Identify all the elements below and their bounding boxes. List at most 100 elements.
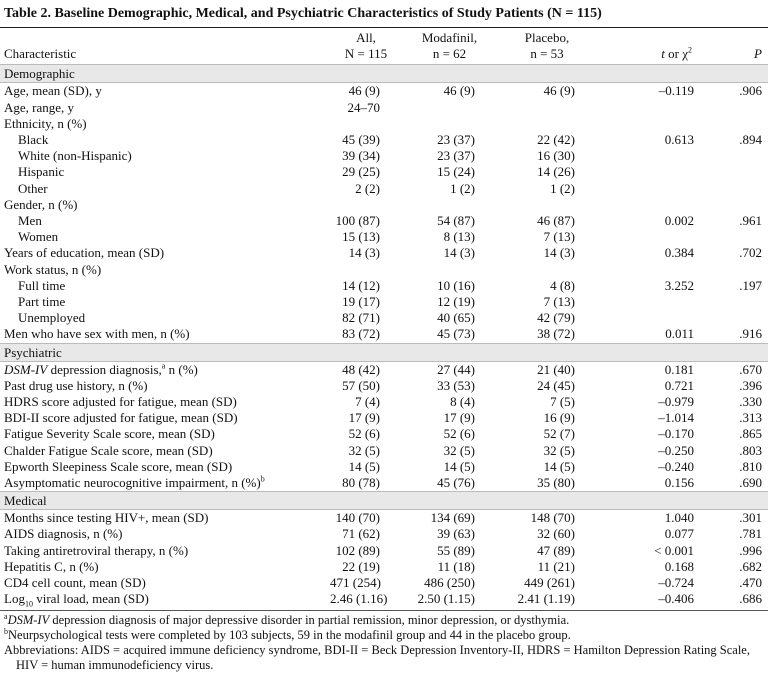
row-label: Fatigue Severity Scale score, mean (SD) bbox=[0, 426, 330, 442]
sub-row: Black 45 (39) 23 (37) 22 (42) 0.613 .894 bbox=[0, 132, 768, 148]
cell: 55 (89) bbox=[437, 542, 475, 558]
row-label: Past drug use history, n (%) bbox=[0, 378, 330, 394]
row-label: Taking antiretroviral therapy, n (%) bbox=[0, 543, 330, 559]
row-label: Part time bbox=[0, 294, 330, 310]
cell: 7 (4) bbox=[355, 394, 380, 410]
cell bbox=[700, 148, 768, 164]
row: Years of education, mean (SD) 14 (3) 14 (3… bbox=[0, 245, 768, 261]
row-label: CD4 cell count, mean (SD) bbox=[0, 575, 330, 591]
text: Placebo, bbox=[524, 30, 570, 45]
row: CD4 cell count, mean (SD) 471 (254) 486 (2… bbox=[0, 575, 768, 591]
text: CD4 cell count, mean (SD) bbox=[4, 575, 146, 591]
text: Chalder Fatigue Scale score, mean (SD) bbox=[4, 442, 213, 458]
cell: 8 (13) bbox=[443, 229, 475, 245]
column-header: Modafinil, n = 62 bbox=[402, 28, 497, 65]
cell: 7 (13) bbox=[543, 229, 575, 245]
column-header: All, N = 115 bbox=[330, 28, 402, 65]
cell: 7 (13) bbox=[543, 294, 575, 310]
cell: –0.979 bbox=[658, 394, 694, 410]
row: Gender, n (%) bbox=[0, 197, 768, 213]
cell bbox=[597, 262, 700, 278]
cell: 46 (87) bbox=[537, 213, 575, 229]
row-label: Age, range, y bbox=[0, 100, 330, 116]
text: Hepatitis C, n (%) bbox=[4, 558, 99, 574]
text: Gender, n (%) bbox=[4, 196, 78, 212]
cell: 29 (25) bbox=[342, 164, 380, 180]
row: DSM-IV depression diagnosis,a n (%) 48 (4… bbox=[0, 361, 768, 378]
cell: –0.724 bbox=[658, 575, 694, 591]
header-row: Characteristic All, N = 115 Modafinil, n = 6… bbox=[0, 28, 768, 65]
cell: –0.240 bbox=[658, 458, 694, 474]
cell: 52 (6) bbox=[348, 426, 380, 442]
footnote: bNeurpsychological tests were completed … bbox=[4, 626, 764, 643]
cell bbox=[330, 116, 402, 132]
text: Age, range, y bbox=[4, 99, 75, 115]
section-row: Psychiatric bbox=[0, 342, 768, 362]
sub-row: Hispanic 29 (25) 15 (24) 14 (26) bbox=[0, 164, 768, 180]
cell bbox=[402, 116, 497, 132]
row: BDI-II score adjusted for fatigue, mean … bbox=[0, 410, 768, 426]
sub-row: Full time 14 (12) 10 (16) 4 (8) 3.252 .197 bbox=[0, 278, 768, 294]
cell bbox=[700, 229, 768, 245]
text-segment: n (%) bbox=[165, 361, 198, 377]
cell: 40 (65) bbox=[437, 310, 475, 326]
row-label: Years of education, mean (SD) bbox=[0, 245, 330, 261]
cell: .961 bbox=[739, 213, 762, 229]
cell bbox=[597, 181, 700, 197]
cell bbox=[402, 100, 497, 116]
cell: 0.002 bbox=[664, 213, 694, 229]
text: Men bbox=[18, 213, 42, 229]
text-segment: 2 bbox=[688, 45, 692, 55]
data-table: Characteristic All, N = 115 Modafinil, n = 6… bbox=[0, 28, 768, 610]
cell: .810 bbox=[739, 458, 762, 474]
row: Ethnicity, n (%) bbox=[0, 116, 768, 132]
cell: 35 (80) bbox=[537, 475, 575, 491]
text-segment: Asymptomatic neurocognitive impairment, … bbox=[4, 475, 261, 491]
text-segment: a bbox=[161, 361, 166, 371]
table-header: Characteristic All, N = 115 Modafinil, n = 6… bbox=[0, 28, 768, 65]
row-label: Ethnicity, n (%) bbox=[0, 116, 330, 132]
cell: 14 (3) bbox=[543, 245, 575, 261]
row-label: BDI-II score adjusted for fatigue, mean … bbox=[0, 410, 330, 426]
cell: .996 bbox=[739, 542, 762, 558]
cell bbox=[330, 262, 402, 278]
cell: 11 (18) bbox=[437, 558, 475, 574]
cell: 21 (40) bbox=[537, 361, 575, 377]
cell: 486 (250) bbox=[424, 575, 475, 591]
cell: 38 (72) bbox=[537, 326, 575, 342]
row-label: Women bbox=[0, 229, 330, 245]
row: Fatigue Severity Scale score, mean (SD) 5… bbox=[0, 426, 768, 442]
cell bbox=[700, 310, 768, 326]
sub-row: Women 15 (13) 8 (13) 7 (13) bbox=[0, 229, 768, 245]
table-document: Table 2. Baseline Demographic, Medical, … bbox=[0, 6, 768, 672]
footnote: aDSM-IV depression diagnosis of major de… bbox=[4, 612, 764, 628]
cell: –1.014 bbox=[658, 410, 694, 426]
cell: 39 (34) bbox=[342, 148, 380, 164]
cell: 32 (5) bbox=[543, 442, 575, 458]
cell: 14 (3) bbox=[348, 245, 380, 261]
text-segment: P bbox=[754, 46, 762, 62]
row-label: Men who have sex with men, n (%) bbox=[0, 326, 330, 343]
cell: 82 (71) bbox=[342, 310, 380, 326]
row-label: Hepatitis C, n (%) bbox=[0, 559, 330, 575]
text-segment: b bbox=[4, 626, 8, 636]
cell: 0.613 bbox=[664, 132, 694, 148]
sub-row: Other 2 (2) 1 (2) 1 (2) bbox=[0, 181, 768, 197]
text: Epworth Sleepiness Scale score, mean (SD… bbox=[4, 458, 233, 474]
cell: .894 bbox=[739, 132, 762, 148]
cell bbox=[700, 262, 768, 278]
cell: .865 bbox=[739, 426, 762, 442]
cell: 52 (7) bbox=[543, 426, 575, 442]
cell: .470 bbox=[739, 575, 762, 591]
text-segment: DSM-IV bbox=[4, 361, 48, 377]
text: Age, mean (SD), y bbox=[4, 83, 102, 99]
cell: 22 (19) bbox=[342, 558, 380, 574]
text: Hispanic bbox=[18, 164, 65, 180]
row-label: Unemployed bbox=[0, 310, 330, 326]
cell: 46 (9) bbox=[543, 83, 575, 99]
text-segment: 10 bbox=[24, 599, 33, 609]
table-body: Demographic Age, mean (SD), y 46 (9) 46 (9)… bbox=[0, 64, 768, 610]
row-label: Black bbox=[0, 132, 330, 148]
cell: 134 (69) bbox=[430, 510, 475, 526]
cell: 42 (79) bbox=[537, 310, 575, 326]
